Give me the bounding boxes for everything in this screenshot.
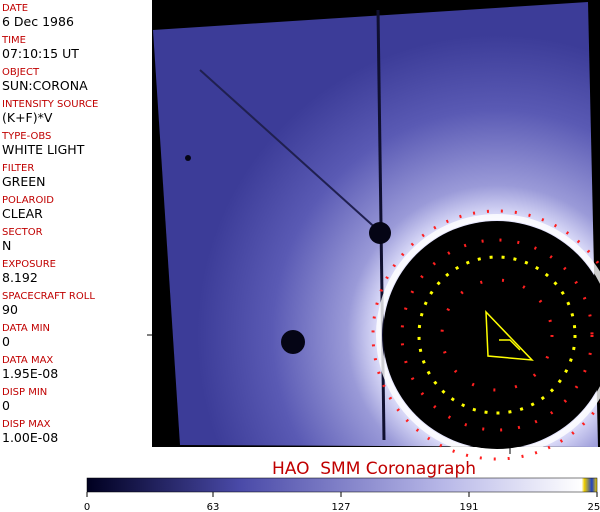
colorbar: [86, 477, 598, 493]
field-value: 0: [2, 334, 10, 349]
field-label: POLAROID: [2, 195, 55, 206]
field-value: SUN:CORONA: [2, 78, 88, 93]
red-markers: [440, 278, 554, 392]
yellow-markers: [417, 255, 577, 415]
colorbar-tick-label: 127: [331, 502, 350, 512]
red-markers: [400, 238, 594, 432]
field-label: DATE: [2, 3, 29, 14]
occulter-rim: [376, 214, 600, 456]
field-value: 07:10:15 UT: [2, 46, 79, 61]
field-label: EXPOSURE: [2, 259, 57, 270]
field-value: 90: [2, 302, 18, 317]
field-value: CLEAR: [2, 206, 43, 221]
field-label: SPACECRAFT ROLL: [2, 291, 95, 302]
field-label: FILTER: [2, 163, 35, 174]
colorbar-tick-label: 191: [459, 502, 478, 512]
dark-spot: [369, 222, 391, 244]
field-label: TIME: [2, 35, 27, 46]
field-label: INTENSITY SOURCE: [2, 99, 99, 110]
title: HAO SMM Coronagraph: [272, 459, 476, 479]
sun-marker: [485, 310, 534, 361]
colorbar-tick-label: 255: [587, 502, 600, 512]
field-label: TYPE-OBS: [2, 131, 52, 142]
dark-spot: [281, 330, 305, 354]
colorbar-tick-label: 0: [84, 502, 90, 512]
sun-marker: [499, 339, 521, 351]
field-value: 0: [2, 398, 10, 413]
occulter: [383, 221, 600, 449]
dark-spot: [185, 155, 191, 161]
field-label: OBJECT: [2, 67, 40, 78]
field-label: DISP MIN: [2, 387, 48, 398]
field-value: 8.192: [2, 270, 38, 285]
header-panel: DATE 6 Dec 1986 TIME 07:10:15 UT OBJECT SUN:C…: [0, 0, 153, 447]
field-value: 1.00E-08: [2, 430, 59, 445]
streak: [199, 69, 381, 233]
field-value: N: [2, 238, 12, 253]
field-value: GREEN: [2, 174, 46, 189]
field-label: SECTOR: [2, 227, 43, 238]
field-label: DISP MAX: [2, 419, 51, 430]
field-value: (K+F)*V: [2, 110, 53, 125]
field-value: 6 Dec 1986: [2, 14, 74, 29]
colorbar-tick-label: 63: [207, 502, 220, 512]
field-value: 1.95E-08: [2, 366, 59, 381]
field-label: DATA MAX: [2, 355, 54, 366]
field-label: DATA MIN: [2, 323, 50, 334]
field-value: WHITE LIGHT: [2, 142, 85, 157]
